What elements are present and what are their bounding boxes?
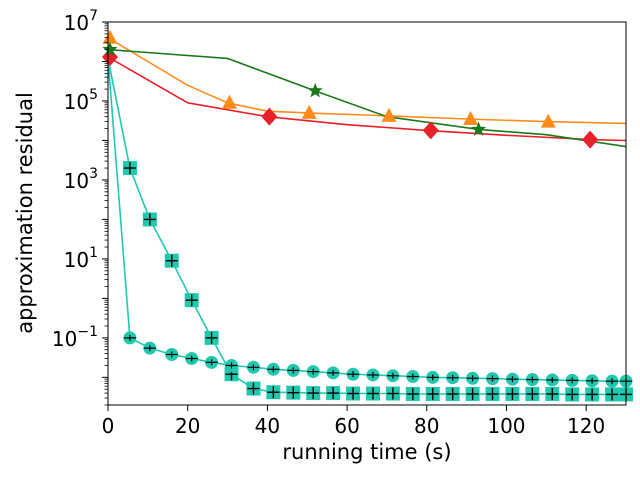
series-5-point xyxy=(246,360,260,374)
y-tick-label: 105 xyxy=(64,87,98,114)
series-1-point xyxy=(582,130,599,149)
series-5-point xyxy=(565,373,579,387)
series-2-point xyxy=(540,113,556,128)
x-tick-label: 40 xyxy=(255,414,280,438)
series-3-point xyxy=(102,41,118,57)
series-line-5 xyxy=(108,58,626,383)
series-4-point xyxy=(505,386,520,401)
series-4-point xyxy=(142,212,157,227)
y-tick-exponent: 3 xyxy=(89,166,98,182)
series-layer xyxy=(108,37,626,396)
y-tick-label: 101 xyxy=(64,245,98,272)
y-tick-exponent: −1 xyxy=(77,324,98,340)
series-3-point xyxy=(471,121,487,136)
series-4-point xyxy=(122,161,137,176)
plot-frame xyxy=(107,21,627,406)
x-tick-label: 80 xyxy=(414,414,439,438)
y-tick-exponent: 7 xyxy=(89,8,98,24)
series-line-1 xyxy=(108,56,626,142)
series-5-point xyxy=(466,371,480,385)
series-5-point xyxy=(505,372,519,386)
x-axis-ticks: 0 20 40 60 80 100 120 xyxy=(102,405,605,438)
series-5-point xyxy=(326,366,340,380)
series-4-point xyxy=(405,386,420,401)
y-tick-label: 10−1 xyxy=(52,324,98,351)
series-5-point xyxy=(205,355,219,369)
series-4-point xyxy=(306,386,321,401)
series-2-point xyxy=(301,104,317,119)
series-1-point xyxy=(422,121,439,140)
y-tick-base: 10 xyxy=(64,169,89,193)
y-tick-exponent: 5 xyxy=(89,87,98,103)
series-2-point xyxy=(381,107,397,122)
series-5-point xyxy=(426,370,440,384)
y-tick-base: 10 xyxy=(64,90,89,114)
series-4-point xyxy=(326,386,341,401)
series-4-point xyxy=(585,387,600,402)
series-4-point xyxy=(385,386,400,401)
series-5-point xyxy=(545,373,559,387)
series-4-point xyxy=(286,385,301,400)
series-5-point xyxy=(406,370,420,384)
series-5-point xyxy=(123,331,137,345)
series-5-point xyxy=(366,368,380,382)
x-tick-label: 120 xyxy=(567,414,605,438)
series-5-point xyxy=(525,373,539,387)
series-2-point xyxy=(222,94,238,109)
series-4-point xyxy=(445,386,460,401)
series-4-point xyxy=(465,386,480,401)
series-5-point xyxy=(185,352,199,366)
y-tick-base: 10 xyxy=(64,248,89,272)
series-4-point xyxy=(184,293,199,308)
series-5-point xyxy=(585,374,599,388)
series-3-point xyxy=(307,82,323,98)
series-line-2 xyxy=(108,37,626,125)
series-4-point xyxy=(545,386,560,401)
series-2-point xyxy=(463,110,479,125)
series-5-point xyxy=(165,347,179,361)
series-4-point xyxy=(266,385,281,400)
series-5-point xyxy=(286,363,300,377)
y-tick-label: 103 xyxy=(64,166,98,193)
series-5-point xyxy=(225,358,239,372)
x-tick-label: 100 xyxy=(487,414,525,438)
y-axis-label: approximation residual xyxy=(13,92,37,334)
series-5-point xyxy=(446,371,460,385)
x-tick-label: 0 xyxy=(102,414,115,438)
y-tick-label: 107 xyxy=(64,8,98,35)
y-tick-exponent: 1 xyxy=(89,245,98,261)
x-axis-label: running time (s) xyxy=(282,440,451,464)
series-5-point xyxy=(266,362,280,376)
series-4-point xyxy=(346,386,361,401)
series-4-point xyxy=(425,386,440,401)
series-line-3 xyxy=(108,48,626,148)
series-4-point xyxy=(164,253,179,268)
x-tick-label: 20 xyxy=(175,414,200,438)
series-4-point xyxy=(365,386,380,401)
series-5-point xyxy=(486,372,500,386)
series-4-point xyxy=(605,387,620,402)
series-5-point xyxy=(143,341,157,355)
series-5-point xyxy=(605,374,619,388)
marker-layer xyxy=(101,29,633,402)
series-5-point xyxy=(346,367,360,381)
series-5-point xyxy=(306,365,320,379)
series-4-point xyxy=(485,386,500,401)
series-4-point xyxy=(565,387,580,402)
series-4-point xyxy=(525,386,540,401)
y-tick-base: 10 xyxy=(64,11,89,35)
series-4-point xyxy=(246,381,261,396)
x-tick-label: 60 xyxy=(334,414,359,438)
series-4-point xyxy=(204,330,219,345)
series-1-point xyxy=(261,107,278,126)
y-tick-base: 10 xyxy=(52,327,77,351)
series-5-point xyxy=(386,369,400,383)
series-2-point xyxy=(102,29,118,44)
